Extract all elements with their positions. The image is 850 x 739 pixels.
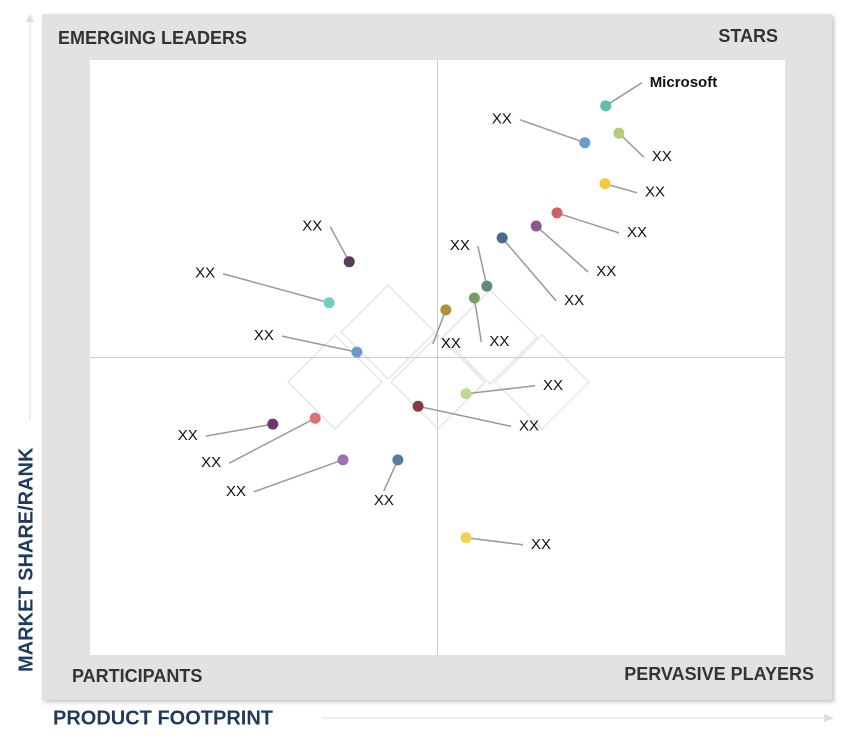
leader-line (618, 132, 645, 158)
leader-line (417, 405, 512, 428)
leader-line (432, 309, 447, 345)
point (440, 304, 452, 316)
quadrant-label: PERVASIVE PLAYERS (624, 664, 814, 684)
point (343, 256, 355, 268)
leader-line (501, 237, 557, 302)
leader-line (556, 212, 620, 234)
leader-line (477, 245, 488, 287)
leader-line (605, 82, 643, 107)
point-label: XX (450, 237, 470, 254)
leader-line (383, 459, 399, 492)
point (579, 137, 591, 149)
point-label: XX (489, 333, 509, 350)
point (460, 388, 472, 400)
leader-line (465, 385, 536, 395)
point-label: XX (201, 454, 221, 471)
leader-line (329, 226, 350, 263)
point-label: XX (652, 148, 672, 165)
point (599, 178, 611, 190)
point-label: XX (441, 335, 461, 352)
point-label: XX (519, 417, 539, 434)
point (267, 418, 279, 430)
leader-line (281, 335, 358, 353)
point-label: Microsoft (650, 74, 718, 91)
point (496, 232, 508, 244)
point (351, 346, 363, 358)
point (337, 454, 349, 466)
point (600, 100, 612, 112)
point (551, 207, 563, 219)
leader-line (222, 273, 330, 304)
point-label: XX (543, 377, 563, 394)
leader-line (604, 183, 638, 194)
point (309, 412, 321, 424)
point-label: XX (178, 427, 198, 444)
point (392, 454, 404, 466)
point-label: XX (596, 263, 616, 280)
point-label: XX (627, 224, 647, 241)
point-label: XX (254, 327, 274, 344)
leader-line (253, 459, 344, 493)
quadrant-label: STARS (718, 26, 778, 46)
leader-line (205, 423, 273, 437)
leader-line (228, 417, 316, 464)
point (323, 297, 335, 309)
x-axis-arrow-head (824, 714, 834, 722)
point-label: XX (492, 111, 512, 128)
y-axis-arrow-head (26, 14, 34, 22)
point-label: XX (302, 218, 322, 235)
point-label: XX (564, 292, 584, 309)
point (613, 127, 625, 139)
point (468, 292, 480, 304)
y-axis-label: MARKET SHARE/RANK (15, 447, 37, 672)
leader-line (473, 297, 483, 343)
quadrant-label: PARTICIPANTS (72, 666, 202, 686)
quadrant-label: EMERGING LEADERS (58, 28, 247, 48)
point (460, 532, 472, 544)
point (412, 400, 424, 412)
point (530, 220, 542, 232)
point (481, 280, 493, 292)
decoration (286, 283, 591, 431)
point-label: XX (226, 483, 246, 500)
point-label: XX (531, 536, 551, 553)
point-label: XX (195, 265, 215, 282)
x-axis-label: PRODUCT FOOTPRINT (53, 707, 273, 729)
leader-line (519, 118, 586, 144)
point-label: XX (645, 184, 665, 201)
point-label: XX (374, 492, 394, 509)
leader-line (465, 537, 524, 546)
leader-line (535, 225, 589, 273)
